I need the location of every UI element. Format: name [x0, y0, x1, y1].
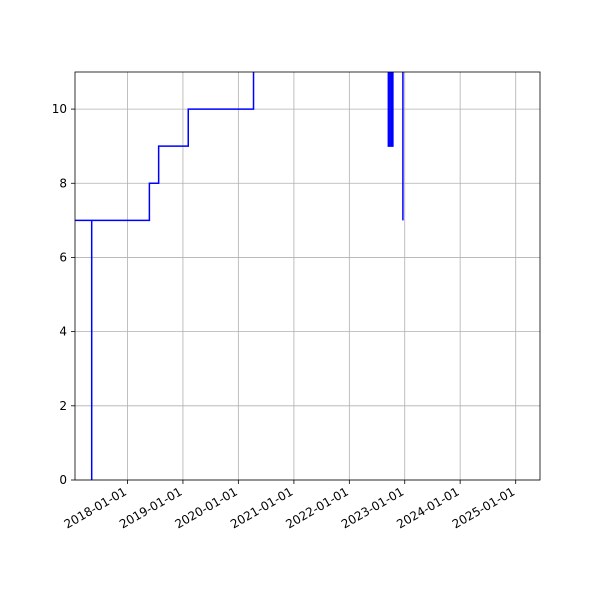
series-layer [75, 72, 404, 480]
x-axis: 2018-01-012019-01-012020-01-012021-01-01… [62, 480, 517, 531]
y-tick-label: 0 [59, 473, 67, 487]
y-tick-label: 6 [59, 250, 67, 264]
series-line [75, 72, 404, 480]
x-tick-label: 2024-01-01 [394, 484, 461, 531]
y-tick-label: 2 [59, 399, 67, 413]
y-tick-label: 10 [52, 102, 67, 116]
plot-frame [74, 71, 541, 481]
y-tick-label: 8 [59, 176, 67, 190]
y-axis: 0 2 4 6 8 10 [52, 102, 75, 487]
x-tick-label: 2020-01-01 [172, 484, 239, 531]
grid [75, 72, 540, 481]
x-tick-label: 2025-01-01 [450, 484, 517, 531]
y-tick-label: 4 [59, 325, 67, 339]
